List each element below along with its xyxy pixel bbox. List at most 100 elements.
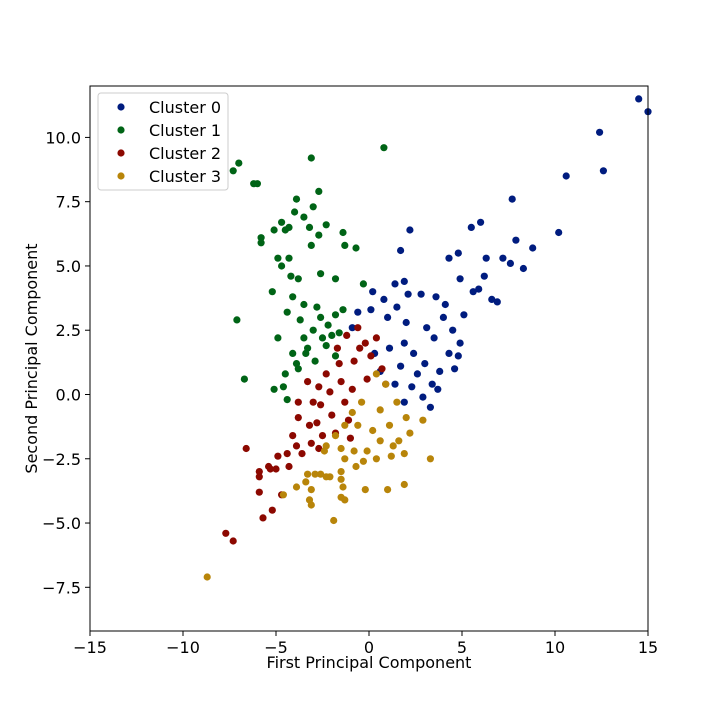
y-tick-label: 5.0 — [56, 257, 81, 276]
data-point — [257, 239, 265, 247]
x-tick-label: 0 — [364, 638, 374, 657]
data-point — [441, 300, 449, 309]
data-point — [393, 303, 401, 311]
data-point — [408, 383, 416, 391]
data-point — [315, 231, 323, 239]
data-point — [341, 455, 349, 463]
data-point — [307, 501, 315, 509]
data-point — [320, 447, 328, 455]
data-point — [341, 241, 349, 249]
data-point — [287, 272, 295, 280]
data-point — [359, 280, 367, 288]
data-point — [331, 275, 340, 283]
y-tick-label: −5.0 — [42, 514, 81, 533]
series-cluster-2 — [222, 324, 390, 545]
data-point — [519, 264, 528, 273]
data-point — [304, 470, 312, 478]
data-point — [451, 365, 459, 373]
data-point — [400, 398, 408, 406]
data-point — [309, 398, 317, 406]
data-point — [315, 383, 323, 391]
data-point — [322, 370, 330, 378]
data-point — [313, 303, 321, 311]
data-point — [331, 352, 340, 360]
y-tick-label: 7.5 — [56, 193, 81, 212]
data-point — [402, 318, 410, 327]
data-point — [363, 375, 371, 383]
data-point — [348, 324, 356, 332]
data-point — [283, 308, 291, 316]
data-point — [255, 473, 263, 481]
data-point — [283, 450, 291, 458]
data-point — [506, 259, 514, 267]
data-point — [367, 306, 375, 314]
data-point — [359, 457, 367, 465]
data-point — [439, 313, 447, 321]
data-point — [270, 385, 278, 393]
data-point — [391, 380, 399, 388]
x-tick-label: −15 — [73, 638, 107, 657]
legend-marker — [117, 103, 125, 111]
data-point — [278, 218, 286, 226]
data-point — [294, 398, 302, 406]
series-cluster-0 — [348, 95, 652, 411]
data-point — [596, 128, 604, 136]
data-point — [278, 262, 286, 270]
data-point — [242, 444, 250, 453]
data-point — [339, 483, 347, 491]
data-point — [512, 236, 520, 244]
data-point — [480, 272, 488, 280]
legend-box — [97, 92, 229, 191]
data-point — [369, 426, 377, 435]
data-point — [635, 95, 643, 103]
data-point — [488, 295, 496, 303]
legend: Cluster 0 Cluster 1 Cluster 2 Cluster 3 — [97, 92, 229, 191]
data-point — [266, 465, 274, 473]
data-point — [430, 334, 438, 342]
data-point — [434, 385, 442, 393]
data-point — [294, 275, 302, 283]
data-point — [222, 529, 230, 537]
data-point — [292, 360, 301, 368]
y-tick-label: 10.0 — [45, 128, 81, 147]
data-point — [599, 167, 608, 175]
data-point — [283, 396, 291, 404]
data-point — [348, 408, 356, 417]
data-point — [404, 290, 412, 298]
data-point — [419, 393, 427, 401]
data-point — [294, 414, 302, 422]
data-point — [385, 344, 394, 352]
x-tick-label: 15 — [638, 638, 658, 657]
data-point — [328, 331, 336, 339]
data-point — [235, 159, 243, 167]
data-point — [354, 324, 362, 332]
data-point — [274, 254, 282, 262]
data-point — [432, 293, 440, 301]
data-point — [331, 311, 340, 319]
data-point — [335, 360, 343, 368]
data-point — [555, 228, 563, 237]
data-point — [499, 254, 507, 262]
data-point — [322, 473, 330, 481]
data-point — [253, 180, 261, 188]
data-point — [337, 468, 345, 476]
data-point — [229, 537, 237, 545]
legend-label: Cluster 2 — [149, 144, 221, 163]
data-point — [298, 450, 306, 458]
legend-label: Cluster 0 — [149, 98, 221, 117]
legend-marker — [117, 149, 125, 157]
data-point — [315, 444, 323, 453]
data-point — [307, 486, 315, 494]
x-tick-label: 10 — [545, 638, 565, 657]
data-point — [391, 280, 399, 288]
x-axis-title: First Principal Component — [267, 653, 472, 672]
data-point — [341, 421, 349, 429]
data-point — [400, 450, 408, 458]
data-point — [343, 331, 351, 339]
legend-marker — [117, 126, 125, 134]
data-point — [317, 313, 325, 321]
data-point — [272, 465, 280, 473]
data-point — [367, 352, 375, 360]
data-point — [372, 334, 380, 342]
